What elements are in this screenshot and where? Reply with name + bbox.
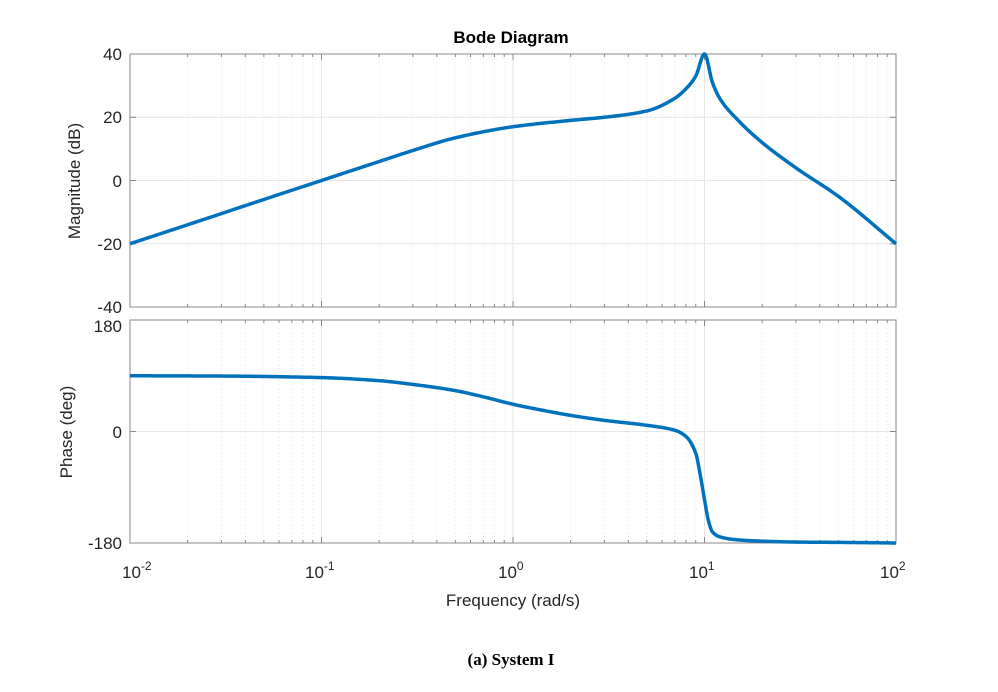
mag-ytick-40: 40 [103,45,122,64]
mag-ytick-neg20: -20 [97,235,122,254]
mag-ytick-20: 20 [103,108,122,127]
phase-ylabel: Phase (deg) [57,386,76,479]
phase-ytick-0: 0 [113,423,122,442]
xtick-1e2: 102 [880,559,906,582]
magnitude-curve [129,52,898,246]
xtick-1e-2: 10-2 [122,559,152,582]
phase-curve [129,374,897,545]
xtick-1e1: 101 [689,559,715,582]
xtick-1e-1: 10-1 [305,559,335,582]
xtick-1e0: 100 [498,559,524,582]
phase-ytick-neg180: -180 [88,534,122,553]
magnitude-panel: 40 20 0 -20 -40 Magnitude (dB) [65,45,898,317]
phase-ytick-180: 180 [94,317,122,336]
figure-caption: (a) System I [468,650,555,669]
mag-ytick-neg40: -40 [97,298,122,317]
x-axis-label: Frequency (rad/s) [446,591,580,610]
phase-ticks [129,319,896,544]
phase-panel: 180 0 -180 Phase (deg) [57,317,897,553]
mag-ytick-0: 0 [113,172,122,191]
chart-title: Bode Diagram [453,28,568,47]
magnitude-ylabel: Magnitude (dB) [65,123,84,239]
magnitude-ticks [129,53,896,308]
x-tick-labels: 10-2 10-1 100 101 102 [122,559,906,582]
